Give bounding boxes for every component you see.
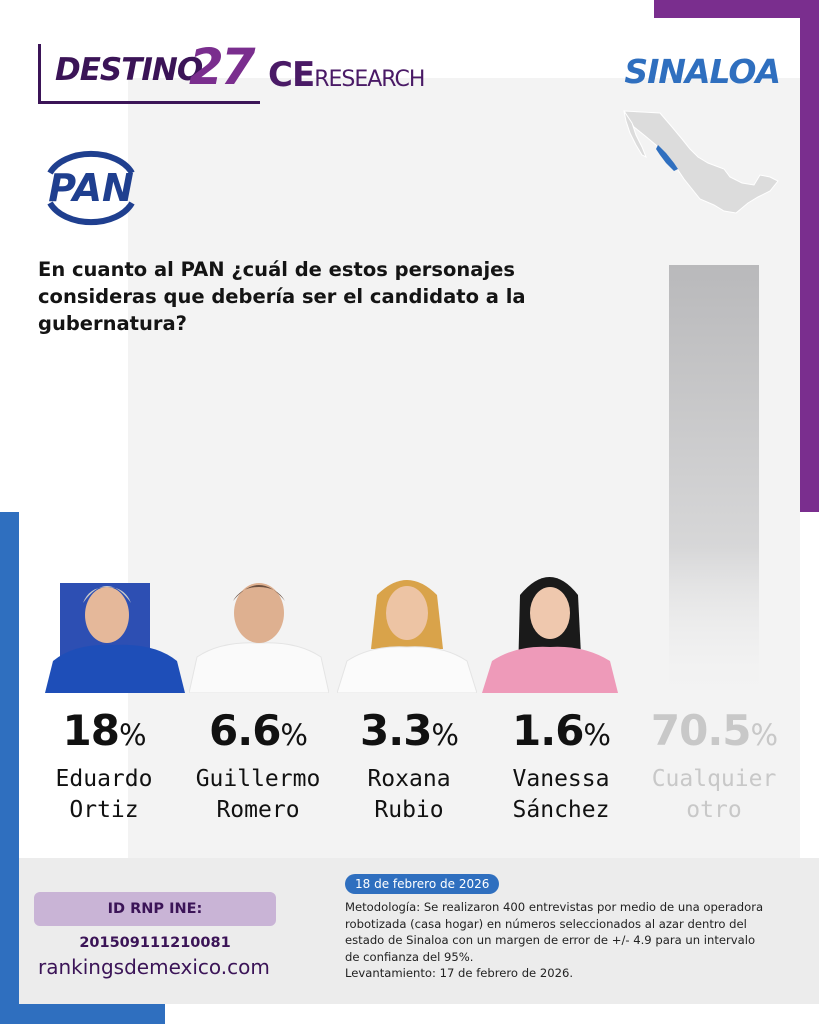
bar-otro [669, 265, 759, 700]
pan-logo: PAN [47, 150, 135, 226]
candidate-name-ortiz: Eduardo Ortiz [55, 766, 153, 823]
destino-logo-number: 27 [189, 38, 256, 96]
value-label-otro: 70.5% [650, 706, 778, 755]
fieldwork-date: Levantamiento: 17 de febrero de 2026. [345, 966, 574, 980]
purple-accent-right [800, 0, 819, 512]
value-label-ortiz: 18% [62, 706, 146, 755]
date-badge: 18 de febrero de 2026 [345, 874, 500, 894]
value-label-romero: 6.6% [209, 706, 308, 755]
ce-logo-mark: CE [268, 55, 315, 95]
candidate-photo-romero [189, 583, 329, 693]
bar-chart [669, 265, 759, 700]
methodology-paragraph: Metodología: Se realizaron 400 entrevist… [345, 900, 764, 964]
candidate-name-romero: Guillermo Romero [195, 766, 321, 823]
candidate-photo-rubio [337, 580, 477, 693]
destino27-logo: DESTINO 27 [38, 38, 260, 104]
candidate-photo-sanchez [482, 577, 618, 693]
candidate-name-otro: Cualquier otro [651, 766, 777, 823]
mexico-map-icon [623, 110, 779, 214]
methodology-text: Metodología: Se realizaron 400 entrevist… [345, 899, 765, 982]
value-label-rubio: 3.3% [360, 706, 459, 755]
candidate-photo-ortiz [45, 583, 185, 693]
purple-accent-top [654, 0, 819, 18]
website-link[interactable]: rankingsdemexico.com [38, 955, 270, 979]
poll-question: En cuanto al PAN ¿cuál de estos personaj… [38, 258, 526, 335]
candidate-name-sanchez: Vanessa Sánchez [512, 766, 610, 823]
ce-research-logo: CERESEARCH [268, 55, 425, 95]
blue-accent-bottom [0, 1004, 165, 1024]
rnp-id-badge: ID RNP INE: 201509111210081 [34, 892, 276, 951]
candidate-name-rubio: Roxana Rubio [367, 766, 451, 823]
state-title: SINALOA [624, 52, 781, 91]
pan-logo-text: PAN [48, 166, 134, 210]
value-label-sanchez: 1.6% [512, 706, 611, 755]
research-logo-word: RESEARCH [314, 67, 425, 92]
destino-logo-word: DESTINO [55, 52, 203, 88]
blue-accent-left [0, 512, 19, 1024]
